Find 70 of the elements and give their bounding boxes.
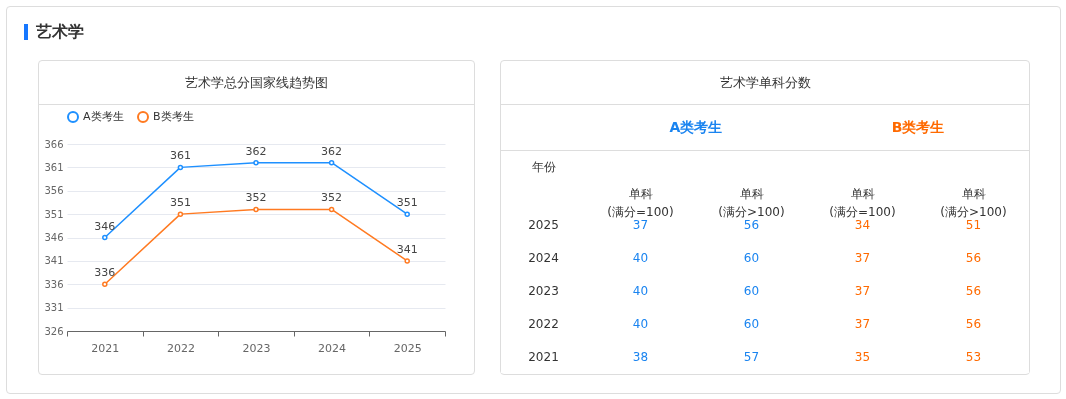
point xyxy=(328,206,335,213)
y-tick-label: 2025 xyxy=(528,217,559,232)
data-label: 60 xyxy=(743,283,760,298)
y-tick-label: 361 xyxy=(44,161,64,173)
text: B类考生 xyxy=(891,118,945,137)
point xyxy=(102,234,108,241)
point xyxy=(253,159,259,166)
data-label: 351 xyxy=(169,196,191,210)
point xyxy=(177,164,184,171)
data-label: 37 xyxy=(632,217,649,232)
legend-label: B类考生 xyxy=(153,110,194,123)
x-tick-label: 2022 xyxy=(166,341,195,355)
y-tick-label: 356 xyxy=(44,185,64,197)
data-label: 38 xyxy=(632,349,649,364)
data-label: 51 xyxy=(965,217,982,232)
x-tick-label: 2025 xyxy=(393,341,422,355)
text: A类考生 xyxy=(669,118,723,137)
y-tick-label: 366 xyxy=(44,138,64,150)
data-label: 352 xyxy=(321,191,343,205)
y-axis-title: 年份 xyxy=(531,159,556,174)
chart-title: 艺术学总分国家线趋势图 xyxy=(39,61,474,105)
data-label: 336 xyxy=(94,266,116,280)
point xyxy=(253,206,259,213)
x-tick-label: 单科 (满分=100) xyxy=(607,186,674,219)
point xyxy=(328,159,335,166)
text: 艺术学 xyxy=(36,22,84,41)
y-tick-label: 351 xyxy=(44,208,64,220)
data-label: 361 xyxy=(169,149,191,163)
data-label: 40 xyxy=(632,316,649,331)
data-label: 56 xyxy=(743,217,760,232)
point xyxy=(404,258,410,264)
data-label: 57 xyxy=(743,349,760,364)
x-tick-label: 单科 (满分>100) xyxy=(718,186,785,219)
x-tick-label: 2021 xyxy=(91,341,120,355)
x-tick-label: 2023 xyxy=(242,341,271,355)
x-tick-label: 单科 (满分=100) xyxy=(829,186,896,219)
data-label: 352 xyxy=(245,191,267,205)
y-tick-label: 326 xyxy=(44,325,64,337)
data-label: 35 xyxy=(854,349,871,364)
data-label: 40 xyxy=(632,250,649,265)
data-label: 60 xyxy=(743,250,760,265)
data-label: 37 xyxy=(854,283,871,298)
data-label: 37 xyxy=(854,250,871,265)
legend-label: A类考生 xyxy=(83,110,124,123)
x-tick-label: 单科 (满分>100) xyxy=(940,186,1007,219)
y-tick-label: 341 xyxy=(44,255,64,267)
data-label: 56 xyxy=(965,250,982,265)
data-label: 362 xyxy=(321,144,343,158)
data-label: 362 xyxy=(245,144,267,158)
data-label: 341 xyxy=(396,242,418,256)
data-label: 53 xyxy=(965,349,982,364)
point xyxy=(102,281,108,287)
point xyxy=(177,211,184,217)
x-tick-label: 2024 xyxy=(318,341,347,355)
y-tick-label: 2023 xyxy=(528,283,559,298)
point xyxy=(404,211,410,217)
data-label: 346 xyxy=(94,219,116,233)
data-label: 60 xyxy=(743,316,760,331)
data-label: 40 xyxy=(632,283,649,298)
y-tick-label: 331 xyxy=(44,302,64,314)
data-label: 56 xyxy=(965,316,982,331)
data-label: 34 xyxy=(854,217,871,232)
data-label: 56 xyxy=(965,283,982,298)
y-tick-label: 346 xyxy=(44,232,64,243)
data-label: 351 xyxy=(396,196,418,210)
y-tick-label: 336 xyxy=(44,278,64,290)
data-label: 37 xyxy=(854,316,871,331)
y-tick-label: 2024 xyxy=(528,250,559,265)
chart-title: 艺术学单科分数 xyxy=(501,61,1029,105)
y-tick-label: 2022 xyxy=(528,316,559,331)
